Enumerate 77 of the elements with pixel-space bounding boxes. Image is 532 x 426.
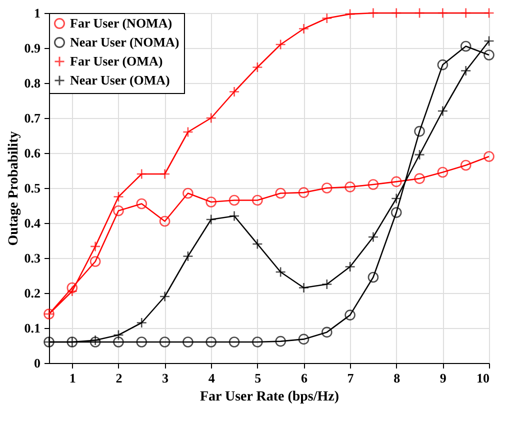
point bbox=[113, 330, 124, 340]
y-tick-label: 0.5 bbox=[24, 180, 41, 196]
point bbox=[66, 282, 78, 294]
point bbox=[228, 194, 240, 206]
point bbox=[484, 8, 494, 18]
y-tick-label: 0.2 bbox=[24, 286, 40, 300]
point bbox=[206, 214, 216, 225]
legend-label: Far User (OMA) bbox=[70, 54, 163, 68]
point bbox=[113, 336, 124, 348]
y-tick-label: 0.4 bbox=[24, 216, 41, 230]
y-tick-label: 1 bbox=[34, 6, 40, 20]
point bbox=[159, 291, 170, 302]
point bbox=[252, 336, 263, 348]
x-tick-label: 5 bbox=[254, 370, 262, 386]
point bbox=[344, 310, 356, 320]
point bbox=[437, 59, 448, 70]
point bbox=[136, 336, 148, 348]
y-axis-title: Outage Probability bbox=[6, 131, 22, 246]
point bbox=[206, 112, 216, 124]
point bbox=[182, 336, 194, 348]
point bbox=[460, 40, 472, 52]
point bbox=[252, 238, 263, 250]
point bbox=[298, 187, 310, 198]
y-tick-label: 0 bbox=[34, 356, 40, 370]
x-tick-label: 1 bbox=[69, 370, 76, 386]
y-tick-label: 0.8 bbox=[24, 76, 41, 90]
point bbox=[437, 106, 448, 116]
x-axis-title: Far User Rate (bps/Hz) bbox=[200, 390, 340, 404]
point bbox=[484, 151, 494, 162]
legend-label: Far User (NOMA) bbox=[70, 16, 172, 30]
point bbox=[252, 194, 263, 206]
point bbox=[344, 182, 356, 192]
point bbox=[484, 36, 494, 46]
point bbox=[368, 179, 379, 190]
point bbox=[322, 326, 332, 338]
point bbox=[390, 193, 402, 204]
point bbox=[460, 160, 472, 171]
y-tick-label: 0.3 bbox=[24, 250, 41, 266]
x-tick-label: 4 bbox=[208, 370, 216, 386]
y-tick-label: 0.1 bbox=[24, 320, 40, 336]
point bbox=[437, 166, 448, 178]
x-tick-label: 3 bbox=[162, 370, 170, 386]
point bbox=[368, 272, 379, 283]
x-tick-label: 6 bbox=[300, 370, 308, 386]
point bbox=[206, 196, 216, 208]
point bbox=[159, 336, 170, 348]
y-tick-label: 0.7 bbox=[24, 110, 41, 126]
point bbox=[206, 336, 216, 348]
legend-label: Near User (NOMA) bbox=[70, 34, 180, 50]
point bbox=[322, 182, 332, 194]
x-tick-label: 9 bbox=[440, 370, 447, 386]
point bbox=[90, 256, 101, 267]
legend-label: Near User (OMA) bbox=[70, 72, 170, 88]
point bbox=[414, 126, 425, 137]
point bbox=[275, 188, 286, 199]
x-tick-label: 7 bbox=[347, 370, 354, 386]
x-tick-label: 8 bbox=[394, 370, 401, 386]
point bbox=[390, 207, 402, 218]
x-tick-label: 10 bbox=[476, 370, 490, 386]
point bbox=[298, 334, 310, 345]
y-tick-label: 0.9 bbox=[24, 40, 41, 56]
point bbox=[113, 205, 124, 216]
point bbox=[484, 50, 494, 60]
point bbox=[182, 188, 194, 199]
point bbox=[136, 198, 148, 210]
y-tick-label: 0.6 bbox=[24, 146, 41, 160]
point bbox=[368, 232, 379, 242]
point bbox=[275, 266, 286, 278]
point bbox=[344, 261, 356, 272]
point bbox=[159, 216, 170, 227]
point bbox=[275, 336, 286, 347]
point bbox=[275, 39, 286, 50]
point bbox=[390, 176, 402, 188]
point bbox=[228, 336, 240, 348]
point bbox=[182, 126, 194, 138]
point bbox=[414, 173, 425, 184]
x-tick-label: 2 bbox=[116, 370, 122, 386]
